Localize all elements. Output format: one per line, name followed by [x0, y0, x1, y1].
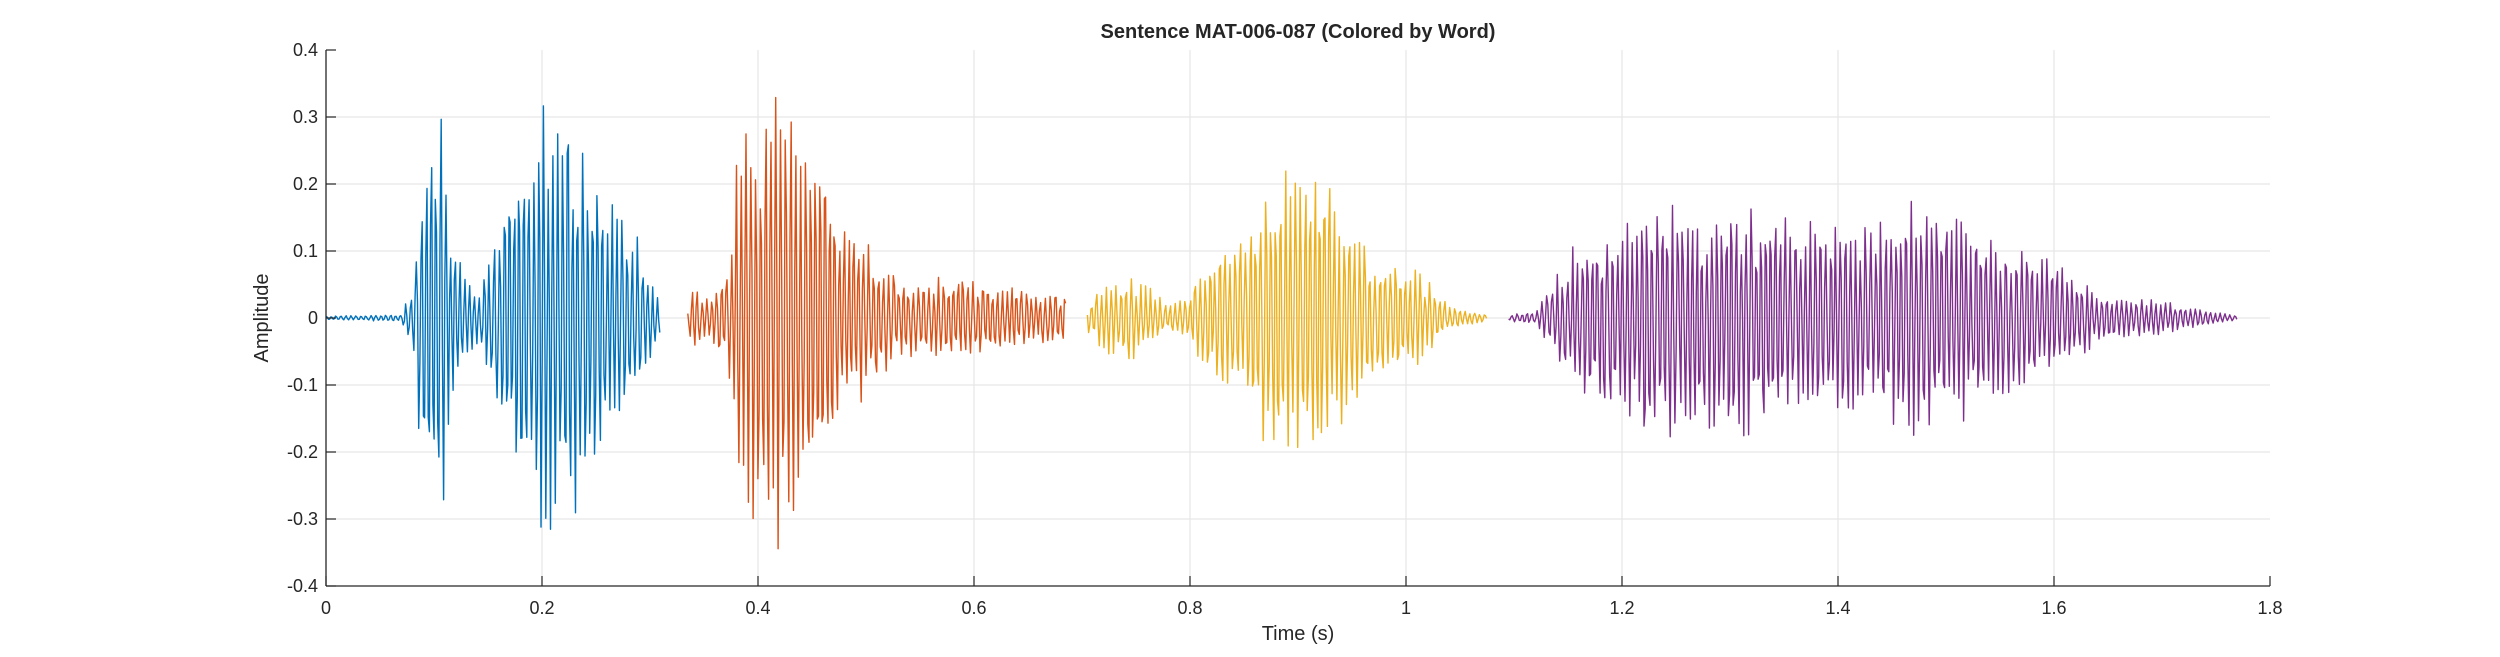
- waveform-segment-4: [1508, 200, 2238, 438]
- y-axis-label: Amplitude: [251, 274, 273, 363]
- x-tick-label: 0.8: [1177, 598, 1202, 618]
- x-tick-label: 1.2: [1609, 598, 1634, 618]
- x-tick-label: 0.6: [961, 598, 986, 618]
- waveform-segment-1: [325, 105, 661, 530]
- x-tick-label: 1.4: [1825, 598, 1850, 618]
- y-tick-label: -0.4: [287, 576, 318, 596]
- waveform-series: [325, 96, 2238, 550]
- chart-title: Sentence MAT-006-087 (Colored by Word): [1101, 21, 1496, 43]
- x-tick-label: 0.4: [745, 598, 770, 618]
- y-tick-label: 0.2: [293, 174, 318, 194]
- x-tick-label: 1.8: [2257, 598, 2282, 618]
- y-tick-label: 0: [308, 308, 318, 328]
- y-tick-label: 0.3: [293, 107, 318, 127]
- waveform-segment-3: [1086, 170, 1488, 449]
- x-tick-label: 1: [1401, 598, 1411, 618]
- x-axis-label: Time (s): [1262, 623, 1335, 645]
- axes: [325, 49, 2271, 587]
- y-tick-label: 0.1: [293, 241, 318, 261]
- x-tick-label: 0.2: [529, 598, 554, 618]
- y-tick-label: -0.1: [287, 375, 318, 395]
- y-tick-label: -0.3: [287, 509, 318, 529]
- y-tick-label: -0.2: [287, 442, 318, 462]
- waveform-segment-2: [687, 96, 1067, 550]
- x-tick-label: 0: [321, 598, 331, 618]
- y-tick-label: 0.4: [293, 40, 318, 60]
- tick-labels: 0 0.2 0.4 0.6 0.8 1 1.2 1.4 1.6 1.8 -0.4 -0.3 -0.2 -0…: [287, 40, 2283, 618]
- x-tick-label: 1.6: [2041, 598, 2066, 618]
